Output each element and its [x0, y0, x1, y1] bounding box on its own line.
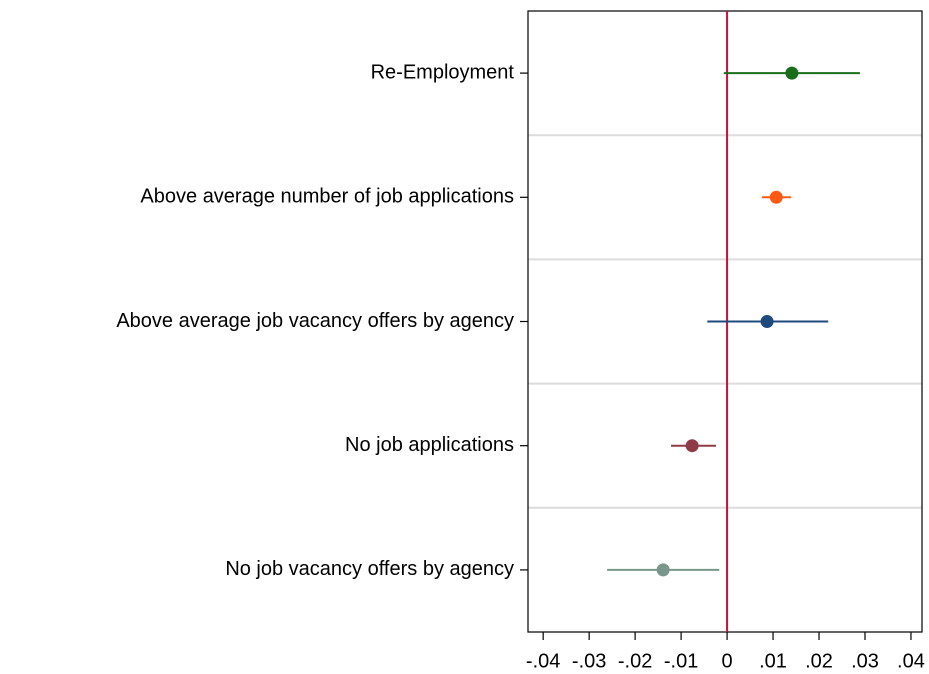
- x-tick-label: .01: [759, 650, 787, 672]
- x-tick-label: .03: [851, 650, 879, 672]
- x-tick-label: 0: [722, 650, 733, 672]
- x-tick-label: .04: [897, 650, 925, 672]
- point-estimate: [785, 66, 799, 80]
- y-tick-label: No job vacancy offers by agency: [225, 558, 514, 580]
- x-tick-label: .02: [805, 650, 833, 672]
- y-tick-label: Above average job vacancy offers by agen…: [116, 310, 514, 332]
- x-tick-label: -.01: [664, 650, 698, 672]
- x-tick-label: -.02: [618, 650, 652, 672]
- point-estimate: [656, 563, 670, 577]
- point-estimate: [769, 190, 783, 204]
- y-tick-label: No job applications: [345, 434, 514, 456]
- y-tick-label: Above average number of job applications: [140, 186, 514, 208]
- y-tick-label: Re-Employment: [371, 61, 515, 83]
- x-tick-label: -.04: [526, 650, 560, 672]
- point-estimate: [685, 439, 699, 453]
- point-estimate: [760, 315, 774, 328]
- x-tick-label: -.03: [572, 650, 606, 672]
